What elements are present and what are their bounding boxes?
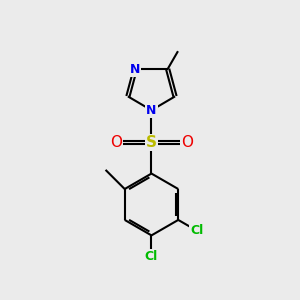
Text: Cl: Cl xyxy=(145,250,158,263)
Text: Cl: Cl xyxy=(190,224,203,237)
Text: O: O xyxy=(181,135,193,150)
Text: S: S xyxy=(146,135,157,150)
Text: O: O xyxy=(110,135,122,150)
Text: N: N xyxy=(130,62,140,76)
Text: N: N xyxy=(146,104,157,117)
